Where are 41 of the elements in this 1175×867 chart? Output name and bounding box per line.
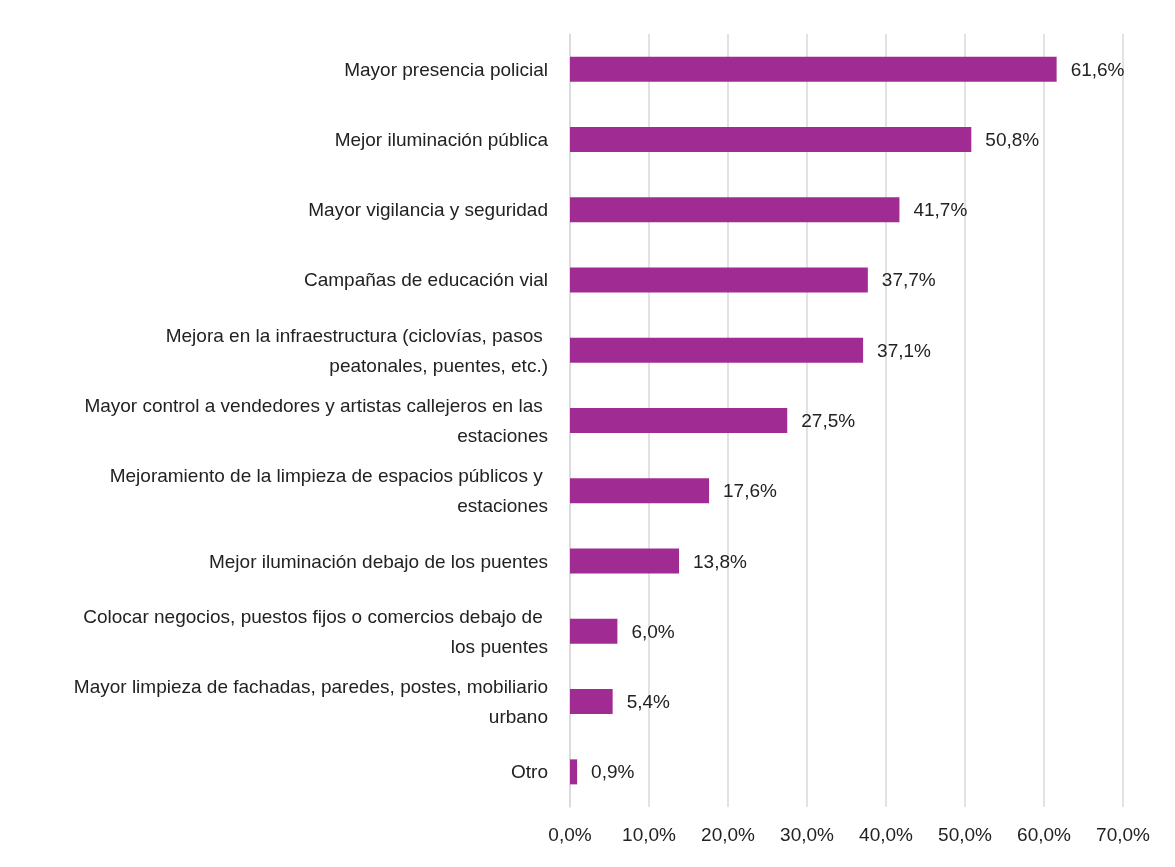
- y-tick-label: Mayor control a vendedores y artistas callejeros en las estaciones: [84, 395, 548, 446]
- x-tick-label: 70,0%: [1096, 824, 1151, 845]
- y-tick-label: Mejor iluminación pública: [334, 128, 549, 150]
- x-tick-label: 40,0%: [859, 824, 914, 845]
- data-label: 27,5%: [801, 410, 856, 431]
- bar: [570, 197, 900, 223]
- x-tick-label: 0,0%: [548, 824, 592, 845]
- data-label: 6,0%: [631, 620, 675, 642]
- y-tick-label: Colocar negocios, puestos fijos o comercios debajo de los puentes: [83, 605, 548, 657]
- x-tick-label: 60,0%: [1017, 824, 1072, 845]
- x-tick-label: 30,0%: [780, 824, 835, 845]
- data-label: 41,7%: [913, 199, 968, 221]
- bar: [570, 126, 972, 152]
- data-label: 37,7%: [881, 269, 936, 291]
- y-tick-label: Mayor presencia policial: [344, 58, 548, 80]
- bar: [570, 478, 710, 504]
- y-tick-label: Mejora en la infraestructura (ciclovías, pasos peatonales, puentes, etc.): [165, 324, 548, 376]
- data-label: 0,9%: [591, 761, 635, 783]
- y-tick-label: Campañas de educación vial: [304, 269, 548, 291]
- bar: [570, 689, 613, 715]
- y-tick-label: Mejoramiento de la limpieza de espacios públicos y estaciones: [109, 465, 548, 517]
- data-label: 13,8%: [693, 550, 747, 572]
- data-label: 50,8%: [985, 128, 1040, 150]
- bar: [570, 759, 578, 785]
- y-tick-label: Otro: [511, 761, 548, 783]
- bar: [570, 548, 680, 574]
- x-tick-label: 20,0%: [701, 824, 756, 845]
- bar: [570, 408, 788, 433]
- data-label: 17,6%: [723, 480, 778, 502]
- data-label: 37,1%: [877, 339, 932, 361]
- bar: [570, 56, 1057, 82]
- bar: [570, 337, 864, 363]
- bar: [570, 618, 618, 644]
- data-label: 61,6%: [1070, 58, 1125, 80]
- y-tick-label: Mejor iluminación debajo de los puentes: [208, 550, 548, 572]
- x-tick-label: 50,0%: [938, 824, 993, 845]
- y-tick-label: Mayor limpieza de fachadas, paredes, postes, mobiliario urbano: [73, 676, 548, 728]
- bar: [570, 267, 868, 293]
- x-tick-label: 10,0%: [622, 824, 677, 845]
- y-tick-label: Mayor vigilancia y seguridad: [308, 199, 548, 221]
- data-label: 5,4%: [626, 691, 671, 713]
